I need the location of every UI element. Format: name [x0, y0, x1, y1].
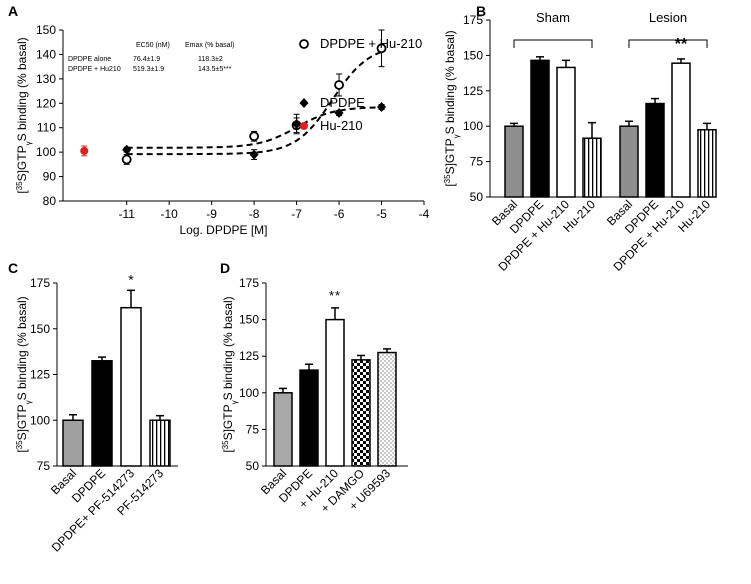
table-col-emax: Emax (% basal) — [185, 42, 234, 49]
panel-a-hu210-fit-curve — [126, 50, 382, 156]
significance-marker: * — [128, 271, 134, 287]
y-tick-label: 100 — [30, 413, 50, 427]
panel-a-point-dpdpe — [334, 108, 344, 119]
y-tick-label: 50 — [470, 190, 484, 204]
bar-lesion-2 — [671, 62, 691, 198]
panel-b: B 50 75 100 125 150 175[35S]GTPγS binding (% b… — [443, 3, 717, 274]
bar-d-0 — [273, 392, 293, 467]
panel-a-label: A — [8, 3, 18, 19]
panel-a-y-tick-label: 80 — [43, 194, 57, 208]
group-bracket — [513, 39, 593, 48]
panel-a-point-dpdpe-hu210 — [249, 131, 260, 142]
panel-a-dpdpe-fit-curve — [126, 106, 382, 149]
panel-a-x-tick-label: -7 — [291, 207, 302, 221]
panel-a-point-dpdpe — [122, 144, 132, 155]
panel-a-y-tick-label: 90 — [43, 170, 57, 184]
panel-d: D 50 75 100 125 150 175[35S]GTPγS binding (% b… — [220, 260, 408, 515]
bar-d-3 — [351, 359, 371, 467]
significance-marker: ** — [329, 288, 341, 303]
bar-sham-1 — [530, 59, 550, 198]
bar-sham-3 — [582, 137, 602, 198]
panel-a-point-dpdpe-hu210 — [334, 80, 344, 90]
panel-c-y-label: [35S]GTPγS binding (% basal) — [15, 296, 33, 452]
legend-marker-hu210 — [300, 122, 308, 130]
table-row-label: DPDPE + Hu210 — [68, 66, 121, 73]
y-tick-label: 175 — [30, 276, 50, 290]
bar-sham-2 — [556, 66, 576, 198]
panel-b-y-label: [35S]GTPγS binding (% basal) — [443, 30, 461, 186]
panel-a-y-tick-label: 100 — [36, 145, 56, 159]
panel-a-x-tick-label: -8 — [249, 207, 260, 221]
bar-lesion-0 — [619, 125, 639, 198]
panel-a-point-dpdpe — [292, 119, 302, 130]
bar-lesion-3 — [697, 128, 717, 198]
bar-d-4 — [377, 351, 397, 467]
y-tick-label: 125 — [239, 349, 259, 363]
panel-d-label: D — [220, 260, 230, 276]
panel-a-x-tick-label: -11 — [118, 207, 135, 221]
panel-b-label: B — [476, 3, 486, 19]
panel-a-y-label: [35S]GTPγS binding (% basal) — [15, 37, 33, 193]
group-bracket — [628, 39, 708, 48]
panel-a-x-label: Log. DPDPE [M] — [179, 223, 267, 237]
y-tick-label: 150 — [239, 313, 259, 327]
y-tick-label: 75 — [246, 422, 260, 436]
table-row-ec50: 519.3±1.9 — [133, 66, 164, 73]
y-tick-label: 100 — [239, 386, 259, 400]
y-tick-label: 125 — [30, 368, 50, 382]
y-tick-label: 175 — [463, 13, 483, 27]
panel-a-point-dpdpe-hu210 — [376, 43, 387, 54]
panel-c: C 75 100 125 150 175 [35S]GTPγS binding (% bas… — [8, 260, 178, 555]
legend-marker-dpdpe — [299, 98, 309, 108]
table-row-emax: 118.3±2 — [198, 56, 223, 63]
bar-c-3 — [149, 419, 171, 467]
y-tick-label: 75 — [37, 459, 51, 473]
panel-a-point-hu210 — [80, 146, 89, 155]
y-tick-label: 125 — [463, 84, 483, 98]
panel-a-y-tick-label: 110 — [37, 121, 56, 135]
group-label: Sham — [536, 10, 570, 25]
table-col-ec50: EC50 (nM) — [136, 42, 170, 49]
significance-marker: ** — [675, 36, 688, 53]
y-tick-label: 100 — [463, 119, 483, 133]
panel-a-y-tick-label: 130 — [36, 72, 56, 86]
y-tick-label: 150 — [463, 48, 483, 62]
panel-a: A 80 90 100 110 120 130 140 150 -11 -10 -9 -8 -7 -6 -5 -… — [8, 3, 430, 237]
y-tick-label: 50 — [246, 459, 260, 473]
legend-marker-dpdpe-hu210 — [299, 39, 309, 49]
group-label: Lesion — [649, 10, 687, 25]
table-row-emax: 143.5±5*** — [198, 66, 232, 73]
bar-c-2 — [120, 306, 142, 467]
bar-sham-0 — [504, 125, 524, 198]
panel-a-point-dpdpe — [249, 149, 259, 160]
bar-d-1 — [299, 369, 319, 467]
legend-label: DPDPE + Hu-210 — [320, 36, 422, 51]
panel-a-x-tick-label: -6 — [334, 207, 345, 221]
panel-a-x-tick-label: -9 — [206, 207, 217, 221]
panel-a-point-dpdpe — [377, 101, 387, 112]
panel-a-point-dpdpe-hu210 — [121, 154, 132, 165]
panel-a-y-tick-label: 120 — [36, 96, 56, 110]
panel-a-x-tick-label: -4 — [419, 207, 430, 221]
legend-label: DPDPE — [320, 95, 365, 110]
y-tick-label: 150 — [30, 322, 50, 336]
y-tick-label: 75 — [470, 155, 484, 169]
bar-lesion-1 — [645, 102, 665, 198]
legend-label: Hu-210 — [320, 118, 363, 133]
panel-a-y-tick-label: 150 — [36, 23, 56, 37]
panel-a-x-tick-label: -10 — [161, 207, 179, 221]
bar-d-2 — [325, 318, 345, 467]
panel-a-y-tick-label: 140 — [36, 47, 56, 61]
bar-c-1 — [91, 360, 113, 467]
table-row-label: DPDPE alone — [68, 56, 111, 63]
y-tick-label: 175 — [239, 276, 259, 290]
panel-c-label: C — [8, 260, 18, 276]
panel-a-x-tick-label: -5 — [376, 207, 387, 221]
panel-d-y-label: [35S]GTPγS binding (% basal) — [221, 296, 239, 452]
table-row-ec50: 76.4±1.9 — [133, 56, 160, 63]
bar-c-0 — [62, 419, 84, 467]
